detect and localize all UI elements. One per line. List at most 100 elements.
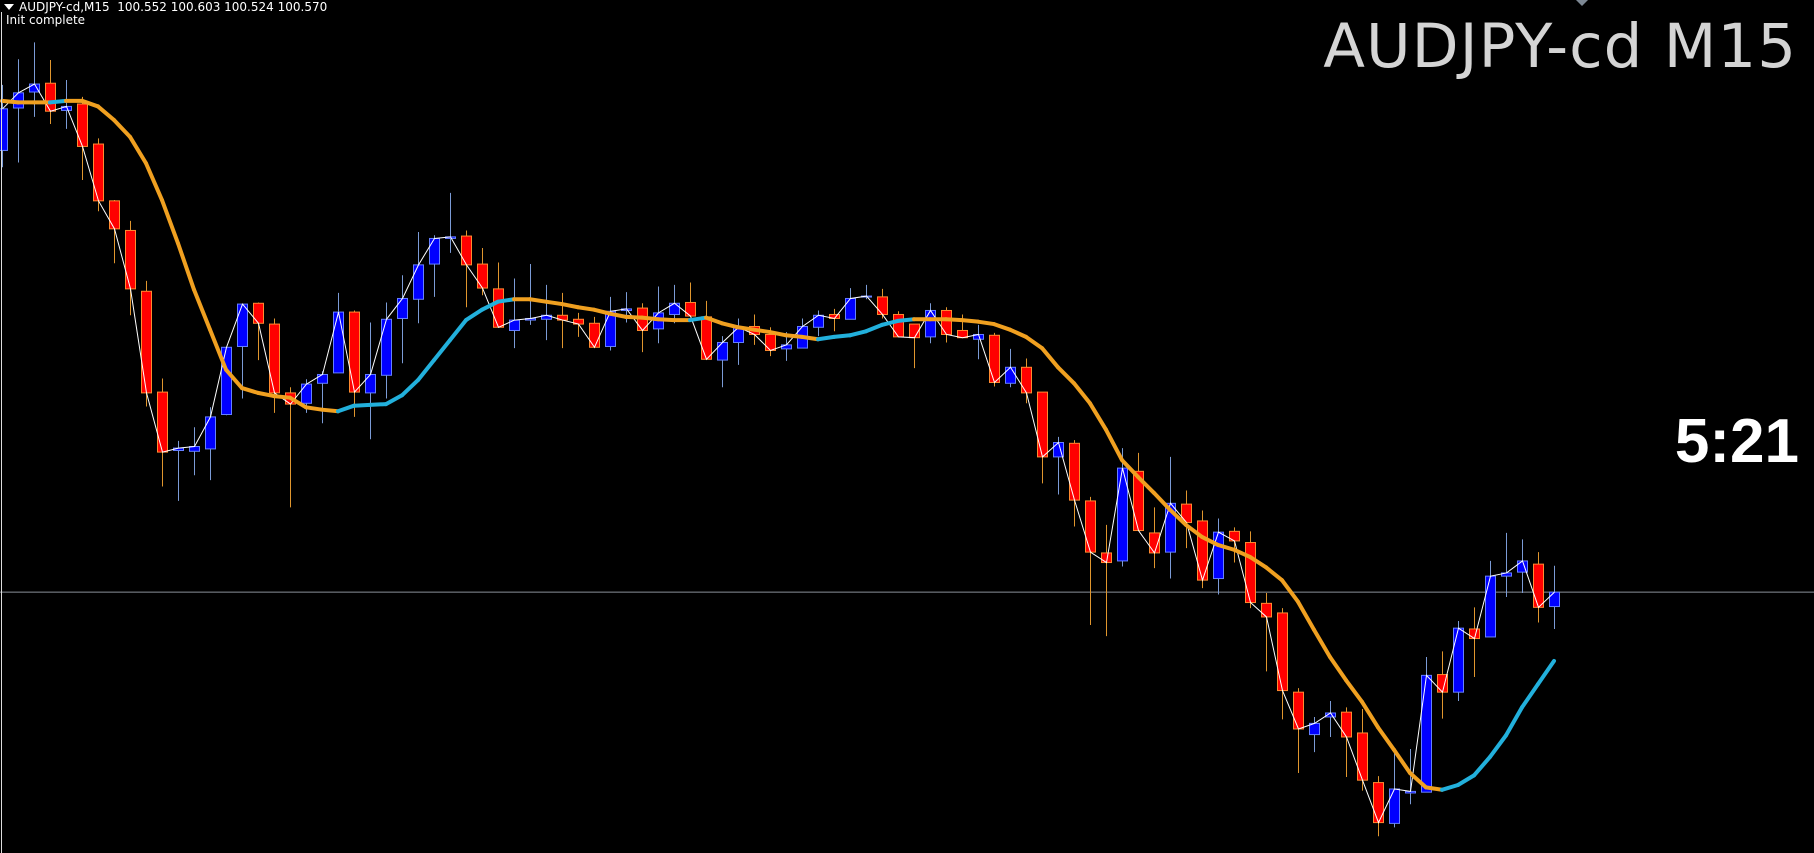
ma-segment-falling (960, 318, 980, 324)
bear-candle (893, 311, 904, 338)
ma-segment-falling (608, 311, 628, 319)
candle-body (1021, 366, 1032, 394)
ma-segment-falling (1280, 578, 1300, 604)
ma-segment-rising (384, 393, 404, 407)
candle-body (1453, 627, 1464, 693)
symbol-timeframe: AUDJPY-cd,M15 (19, 0, 110, 14)
bull-candle (1389, 752, 1400, 828)
ma-segment-falling (1120, 458, 1140, 479)
bear-candle (589, 316, 600, 349)
candle-body (381, 318, 392, 376)
bull-candle (525, 264, 536, 325)
candle-body (301, 383, 312, 404)
chart-left-border (1, 12, 2, 853)
ma-segment-falling (1216, 542, 1236, 552)
ma-segment-falling (1040, 346, 1060, 370)
ma-segment-falling (1072, 381, 1092, 406)
ma-segment-rising (352, 402, 372, 408)
ma-segment-rising (416, 358, 436, 383)
candle-body (397, 297, 408, 319)
ma-segment-falling (528, 297, 548, 304)
ma-segment-falling (288, 395, 308, 410)
candle-body (589, 322, 600, 348)
candle-body (269, 323, 280, 394)
candle-body (141, 290, 152, 394)
ma-segment-rising (688, 315, 708, 323)
bear-candle (1293, 688, 1304, 773)
ma-segment-falling (1056, 365, 1076, 386)
ma-segment-falling (656, 317, 676, 323)
bear-candle (1357, 708, 1368, 791)
bear-candle (1229, 527, 1240, 563)
ma-segment-falling (1024, 334, 1044, 351)
ma-segment-falling (1296, 599, 1316, 632)
candle-body (1549, 591, 1560, 608)
ma-segment-falling (320, 407, 340, 414)
candle-body (1373, 782, 1384, 824)
bull-candle (413, 232, 424, 324)
ma-segment-rising (1536, 658, 1556, 687)
candle-body (1485, 575, 1496, 638)
moving-average-line (0, 98, 1556, 792)
bear-candle (1373, 776, 1384, 837)
bull-candle (1213, 518, 1224, 595)
ma-segment-falling (768, 330, 788, 338)
candle-body (429, 237, 440, 265)
bull-candle (845, 288, 856, 320)
ma-segment-rising (1440, 782, 1460, 792)
ma-segment-falling (208, 327, 228, 372)
bull-candle (541, 284, 552, 341)
candle-body (461, 235, 472, 266)
candle-body (333, 311, 344, 374)
bull-candle (1453, 620, 1464, 701)
ohlc-values: 100.552 100.603 100.524 100.570 (117, 0, 328, 14)
ma-segment-rising (816, 334, 836, 342)
ma-segment-falling (720, 321, 740, 330)
ma-segment-falling (1232, 547, 1252, 559)
ma-segment-rising (880, 318, 900, 327)
candle-body (109, 200, 120, 230)
ma-segment-falling (1376, 725, 1396, 752)
ma-segment-rising (496, 297, 516, 304)
candle-body (1533, 563, 1544, 608)
bear-candle (1021, 358, 1032, 404)
candle-body (237, 303, 248, 347)
bull-candle (1517, 539, 1528, 593)
ma-segment-falling (752, 327, 772, 335)
candle-body (1037, 391, 1048, 458)
bull-candle (1485, 560, 1496, 638)
bear-candle (1341, 707, 1352, 777)
ma-segment-rising (1456, 773, 1476, 787)
ma-segment-rising (432, 338, 452, 363)
bear-candle (1085, 496, 1096, 625)
candle-body (1293, 691, 1304, 730)
bear-candle (141, 280, 152, 407)
ma-segment-falling (80, 98, 100, 109)
bear-candle (941, 307, 952, 343)
candle-body (781, 344, 792, 350)
bull-candle (797, 318, 808, 349)
candle-body (813, 314, 824, 328)
bear-candle (45, 60, 56, 125)
bear-candle (1245, 531, 1256, 609)
bull-candle (189, 427, 200, 476)
bear-candle (1037, 391, 1048, 484)
bear-candle (1277, 608, 1288, 720)
ma-segment-rising (448, 318, 468, 343)
bull-candle (861, 284, 872, 300)
candle-body (1341, 711, 1352, 738)
chart-shift-marker-icon[interactable] (1576, 0, 1588, 6)
ma-segment-falling (1184, 522, 1204, 539)
ma-segment-falling (112, 118, 132, 139)
ma-segment-falling (624, 314, 644, 320)
bull-candle (173, 440, 184, 501)
close-price-line (2, 83, 1555, 824)
ma-segment-falling (944, 317, 964, 323)
dropdown-triangle-icon[interactable] (4, 4, 14, 10)
bull-candle (1309, 716, 1320, 753)
bull-candle (381, 302, 392, 399)
ma-segment-falling (144, 161, 164, 203)
bear-candle (1469, 607, 1480, 677)
bear-candle (829, 308, 840, 332)
